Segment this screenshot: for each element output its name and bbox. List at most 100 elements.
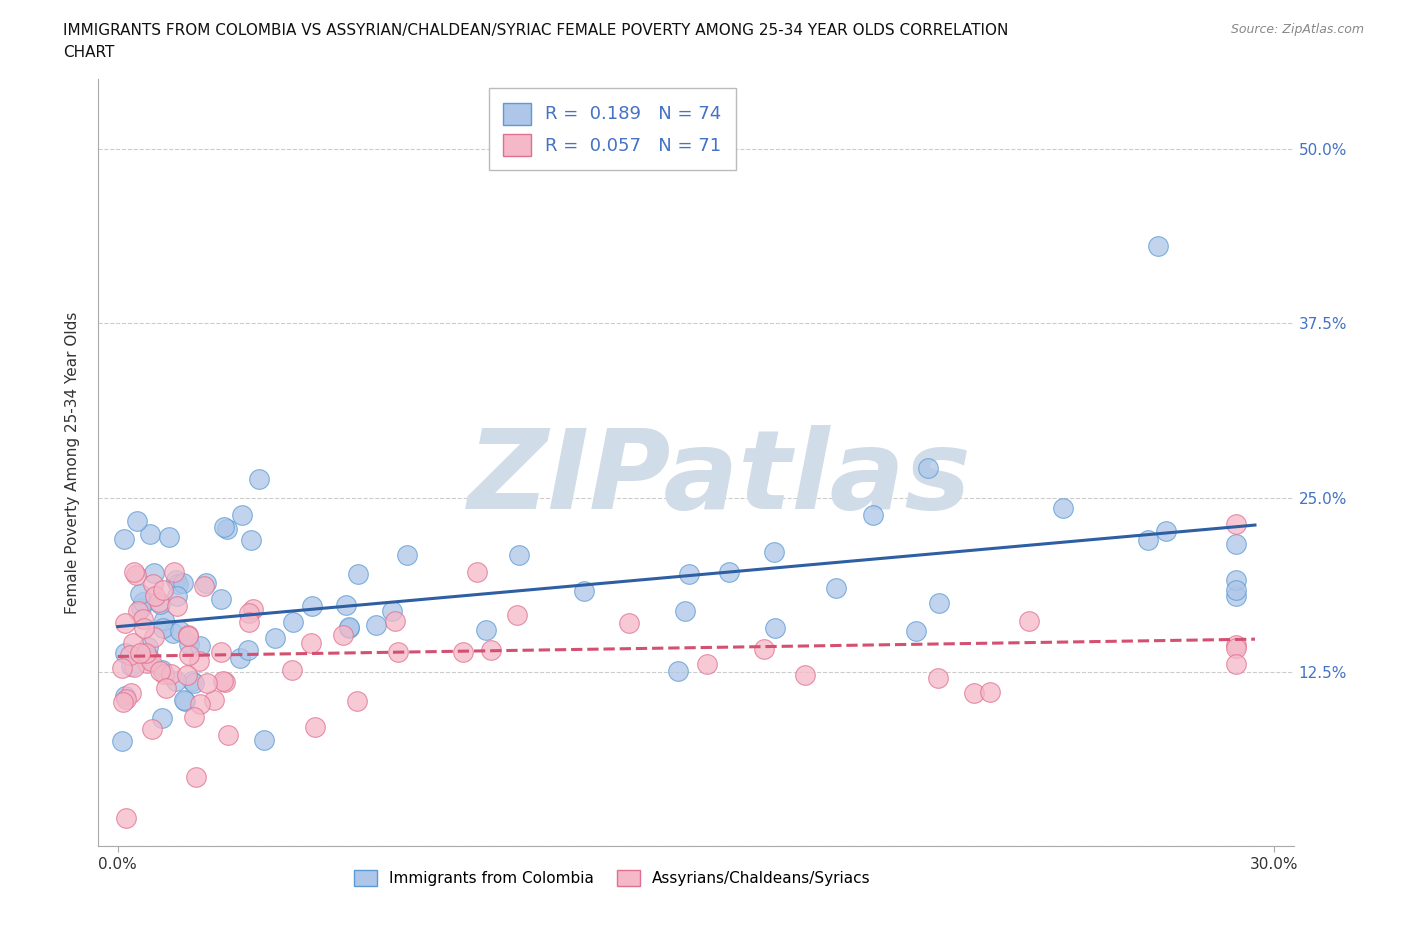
Point bbox=[143, 630, 166, 644]
Point bbox=[183, 675, 205, 690]
Point bbox=[1052, 500, 1074, 515]
Point bbox=[114, 645, 136, 660]
Point bbox=[299, 635, 322, 650]
Point bbox=[166, 599, 188, 614]
Point bbox=[508, 548, 530, 563]
Point bbox=[281, 615, 304, 630]
Point bbox=[1018, 614, 1040, 629]
Point bbox=[794, 668, 817, 683]
Point bbox=[247, 472, 270, 486]
Point bbox=[181, 673, 204, 688]
Point bbox=[177, 647, 200, 662]
Point bbox=[229, 650, 252, 665]
Point bbox=[202, 692, 225, 707]
Point bbox=[173, 693, 195, 708]
Point bbox=[115, 811, 138, 826]
Point bbox=[176, 627, 198, 642]
Point bbox=[121, 658, 143, 673]
Point bbox=[252, 733, 274, 748]
Point bbox=[346, 694, 368, 709]
Point bbox=[574, 584, 596, 599]
Point bbox=[825, 580, 848, 595]
Point bbox=[112, 532, 135, 547]
Point bbox=[763, 620, 786, 635]
Point bbox=[301, 599, 323, 614]
Point bbox=[179, 637, 201, 652]
Point bbox=[195, 576, 218, 591]
Legend: Immigrants from Colombia, Assyrians/Chaldeans/Syriacs: Immigrants from Colombia, Assyrians/Chal… bbox=[347, 864, 877, 893]
Point bbox=[214, 675, 236, 690]
Point bbox=[149, 664, 172, 679]
Point bbox=[212, 673, 235, 688]
Point bbox=[155, 681, 177, 696]
Point bbox=[332, 628, 354, 643]
Point bbox=[132, 595, 155, 610]
Point bbox=[1225, 573, 1247, 588]
Point bbox=[1154, 524, 1177, 538]
Point bbox=[928, 596, 950, 611]
Point bbox=[862, 507, 884, 522]
Point bbox=[209, 644, 232, 659]
Point bbox=[148, 594, 170, 609]
Point bbox=[143, 589, 166, 604]
Point bbox=[166, 589, 188, 604]
Point bbox=[1137, 533, 1160, 548]
Point bbox=[183, 710, 205, 724]
Point bbox=[281, 663, 304, 678]
Point bbox=[1225, 589, 1247, 604]
Point bbox=[1225, 640, 1247, 655]
Point bbox=[150, 662, 173, 677]
Point bbox=[451, 644, 474, 659]
Point bbox=[163, 565, 186, 579]
Point bbox=[242, 601, 264, 616]
Point bbox=[127, 604, 149, 618]
Point bbox=[122, 565, 145, 579]
Point bbox=[979, 684, 1001, 699]
Point bbox=[214, 520, 236, 535]
Point bbox=[304, 720, 326, 735]
Point bbox=[176, 629, 198, 644]
Point bbox=[904, 624, 927, 639]
Point bbox=[335, 598, 357, 613]
Point bbox=[176, 668, 198, 683]
Point bbox=[184, 769, 207, 784]
Point bbox=[506, 607, 529, 622]
Point bbox=[1225, 537, 1247, 551]
Point bbox=[263, 631, 285, 645]
Point bbox=[678, 566, 700, 581]
Point bbox=[157, 530, 180, 545]
Point bbox=[173, 692, 195, 707]
Point bbox=[474, 623, 496, 638]
Point bbox=[138, 650, 160, 665]
Text: ZIPatlas: ZIPatlas bbox=[468, 424, 972, 532]
Point bbox=[1225, 517, 1247, 532]
Point bbox=[128, 645, 150, 660]
Point bbox=[1225, 582, 1247, 597]
Point bbox=[141, 654, 163, 669]
Point bbox=[337, 621, 360, 636]
Point bbox=[141, 722, 163, 737]
Point bbox=[153, 613, 176, 628]
Point bbox=[124, 567, 146, 582]
Point bbox=[120, 685, 142, 700]
Point bbox=[149, 596, 172, 611]
Point bbox=[187, 654, 209, 669]
Point bbox=[165, 573, 187, 588]
Point bbox=[142, 577, 165, 591]
Point bbox=[384, 614, 406, 629]
Point bbox=[128, 587, 150, 602]
Point bbox=[240, 533, 263, 548]
Point bbox=[195, 675, 218, 690]
Point bbox=[160, 667, 183, 682]
Point bbox=[188, 639, 211, 654]
Point bbox=[696, 657, 718, 671]
Point bbox=[114, 615, 136, 630]
Point bbox=[754, 642, 776, 657]
Point bbox=[136, 640, 159, 655]
Point bbox=[238, 615, 260, 630]
Point bbox=[110, 734, 132, 749]
Point bbox=[115, 691, 138, 706]
Text: IMMIGRANTS FROM COLOMBIA VS ASSYRIAN/CHALDEAN/SYRIAC FEMALE POVERTY AMONG 25-34 : IMMIGRANTS FROM COLOMBIA VS ASSYRIAN/CHA… bbox=[63, 23, 1008, 38]
Point bbox=[162, 625, 184, 640]
Point bbox=[135, 645, 157, 660]
